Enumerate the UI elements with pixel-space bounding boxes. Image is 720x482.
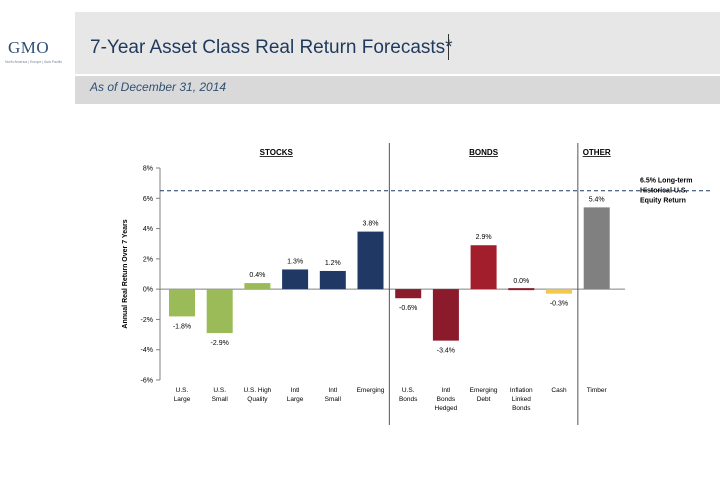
title-band bbox=[75, 12, 720, 74]
category-label: Intl Large bbox=[287, 387, 304, 403]
category-label: U.S. Large bbox=[174, 387, 191, 403]
bar-10 bbox=[546, 289, 572, 294]
bar-value-label: -0.6% bbox=[399, 305, 417, 312]
bar-4 bbox=[319, 270, 346, 290]
y-tick-label: 0% bbox=[143, 287, 153, 294]
bar-1 bbox=[206, 289, 233, 334]
y-tick-label: -6% bbox=[141, 378, 153, 385]
slide-subtitle: As of December 31, 2014 bbox=[90, 80, 227, 94]
category-label: Intl Bonds Hedged bbox=[435, 387, 458, 412]
bar-value-label: -3.4% bbox=[437, 348, 455, 355]
y-tick-label: -2% bbox=[141, 317, 153, 324]
y-tick-label: 8% bbox=[143, 166, 153, 173]
group-header-stocks: STOCKS bbox=[260, 148, 294, 157]
bar-11 bbox=[583, 207, 610, 290]
bar-8 bbox=[470, 245, 497, 290]
text-cursor bbox=[448, 34, 449, 60]
bar-value-label: 5.4% bbox=[589, 196, 605, 203]
category-label: Emerging Debt bbox=[470, 387, 498, 403]
group-header-bonds: BONDS bbox=[469, 148, 499, 157]
y-tick-label: -4% bbox=[141, 347, 153, 354]
bar-value-label: 1.2% bbox=[325, 260, 341, 267]
bar-value-label: -1.8% bbox=[173, 323, 191, 330]
category-label: U.S. Small bbox=[212, 387, 229, 403]
y-tick-label: 6% bbox=[143, 196, 153, 203]
category-label: Emerging bbox=[357, 387, 385, 394]
category-label: U.S. Bonds bbox=[399, 387, 418, 403]
subtitle-band bbox=[75, 76, 720, 104]
y-tick-label: 2% bbox=[143, 256, 153, 263]
slide-header: GMO North America | Europe | Asia Pacifi… bbox=[0, 0, 720, 104]
y-axis-label: Annual Real Return Over 7 Years bbox=[122, 219, 129, 328]
bar-5 bbox=[357, 231, 384, 290]
bar-2 bbox=[244, 283, 271, 290]
y-tick-label: 4% bbox=[143, 226, 153, 233]
category-label: Timber bbox=[587, 387, 608, 394]
category-label: Inflation Linked Bonds bbox=[510, 387, 533, 412]
bar-value-label: -0.3% bbox=[550, 301, 568, 308]
category-label: Intl Small bbox=[325, 387, 342, 403]
bar-value-label: 1.3% bbox=[287, 258, 303, 265]
group-header-other: OTHER bbox=[583, 148, 611, 157]
bar-value-label: 0.0% bbox=[513, 278, 529, 285]
slide-title: 7-Year Asset Class Real Return Forecasts… bbox=[90, 37, 453, 58]
bar-value-label: 3.8% bbox=[363, 221, 379, 228]
bar-6 bbox=[395, 289, 422, 299]
bar-value-label: -2.9% bbox=[211, 340, 229, 347]
bar-value-label: 2.9% bbox=[476, 234, 492, 241]
bar-3 bbox=[282, 269, 309, 290]
logo-tagline: North America | Europe | Asia Pacific bbox=[5, 60, 63, 64]
gmo-logo: GMO bbox=[8, 38, 50, 57]
reference-line-label: 6.5% Long-term Historical U.S. Equity Retu… bbox=[640, 178, 693, 205]
category-label: U.S. High Quality bbox=[243, 387, 271, 403]
bar-value-label: 0.4% bbox=[249, 272, 265, 279]
bar-7 bbox=[432, 289, 459, 341]
bar-0 bbox=[169, 289, 195, 317]
category-label: Cash bbox=[551, 387, 567, 394]
bar-9 bbox=[508, 288, 535, 291]
